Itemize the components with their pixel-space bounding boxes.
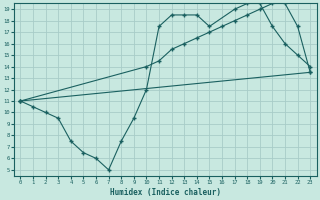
X-axis label: Humidex (Indice chaleur): Humidex (Indice chaleur) (110, 188, 221, 197)
